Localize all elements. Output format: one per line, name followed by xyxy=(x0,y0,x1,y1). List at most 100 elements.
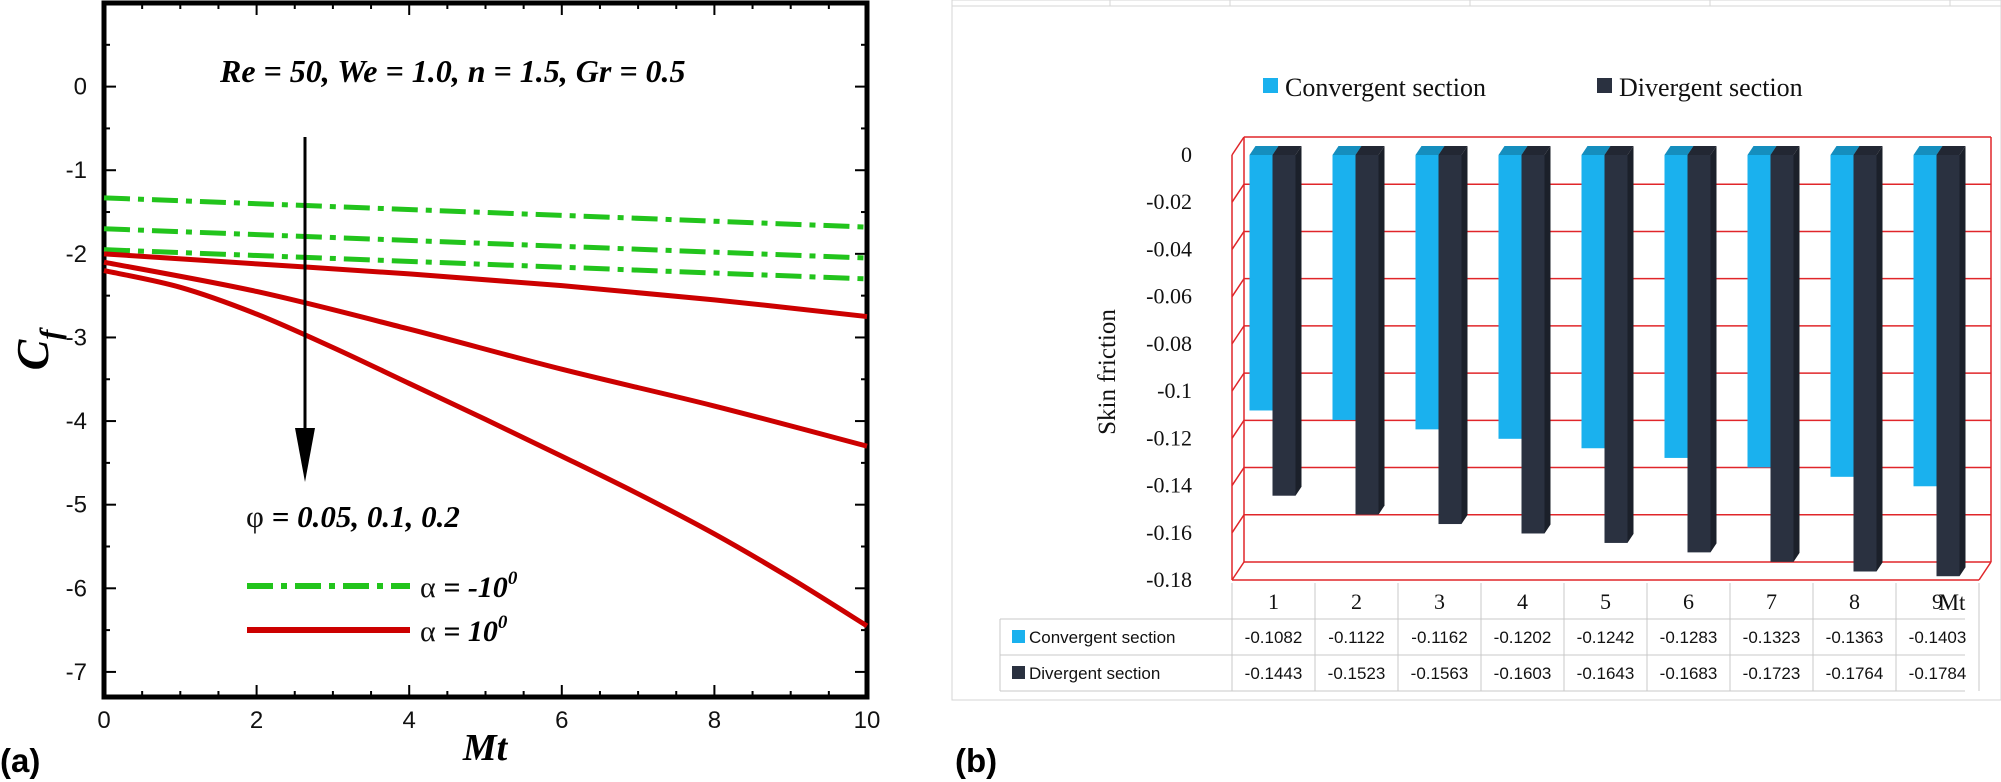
x-category-label: 1 xyxy=(1268,589,1279,614)
table-cell: -0.1723 xyxy=(1743,664,1801,683)
panel-a-params-annotation: Re = 50, We = 1.0, n = 1.5, Gr = 0.5 xyxy=(219,53,686,89)
x-category-label: 2 xyxy=(1351,589,1362,614)
y-tick-label: -0.18 xyxy=(1146,567,1192,592)
bar-face xyxy=(1913,155,1937,487)
bar-top xyxy=(1521,146,1551,155)
panel-b-ticks: 0 -0.02 -0.04 -0.06 -0.08 -0.1 -0.12 -0.14 -0.16… xyxy=(1146,142,1192,592)
y-tick-label: -1 xyxy=(66,157,87,184)
line-series-alpha-neg-2 xyxy=(103,226,868,261)
panel-b-y-axis-title: Skin friction xyxy=(1094,309,1121,435)
panel-a-series xyxy=(103,195,869,629)
bar-top xyxy=(1687,146,1717,155)
bar-face xyxy=(1830,155,1854,477)
bar-face xyxy=(1747,155,1771,468)
bar-side xyxy=(1710,146,1717,553)
legend-alpha-pos-symbol: α xyxy=(420,615,436,648)
bar-face xyxy=(1498,155,1522,439)
x-tick-label: 0 xyxy=(97,707,110,734)
bar-top xyxy=(1332,146,1362,155)
panel-a-phi-values: = 0.05, 0.1, 0.2 xyxy=(264,499,460,534)
table-cell: -0.1443 xyxy=(1245,664,1303,683)
legend-swatch-convergent xyxy=(1263,78,1278,93)
bar-top xyxy=(1913,146,1943,155)
legend-alpha-neg-symbol: α xyxy=(420,571,436,604)
bar-top xyxy=(1664,146,1694,155)
y-tick-label: -0.06 xyxy=(1146,284,1192,309)
line-series-alpha-neg-1 xyxy=(103,195,868,230)
bar-side xyxy=(1876,146,1883,572)
x-category-label: 9 xyxy=(1932,589,1943,614)
legend-alpha-pos-text: = 10 xyxy=(436,615,498,648)
table-cell: -0.1082 xyxy=(1245,628,1303,647)
table-cell: -0.1323 xyxy=(1743,628,1801,647)
bar-divergent-6 xyxy=(1687,146,1717,553)
bar-face xyxy=(1664,155,1688,458)
bar-top xyxy=(1853,146,1883,155)
x-category-label: 5 xyxy=(1600,589,1611,614)
bar-side xyxy=(1544,146,1551,534)
panel-a-arrow-head xyxy=(295,428,315,482)
panel-b-chart-area xyxy=(951,0,2001,701)
x-category-label: 8 xyxy=(1849,589,1860,614)
bar-top xyxy=(1581,146,1611,155)
legend-swatch-divergent xyxy=(1597,78,1612,93)
legend-alpha-neg-sup: 0 xyxy=(508,568,518,589)
bar-divergent-4 xyxy=(1521,146,1551,534)
legend-label-alpha-pos: α = 100 xyxy=(420,612,508,648)
table-cell: -0.1122 xyxy=(1328,628,1384,647)
legend-label-convergent: Convergent section xyxy=(1285,73,1486,102)
bar-top xyxy=(1830,146,1860,155)
bar-divergent-1 xyxy=(1272,146,1302,496)
bar-divergent-8 xyxy=(1853,146,1883,572)
panel-a-phi-symbol: φ xyxy=(246,499,264,534)
x-tick-label: 8 xyxy=(708,707,721,734)
table-cell: -0.1523 xyxy=(1328,664,1386,683)
bar-face xyxy=(1332,155,1356,420)
gridline-side xyxy=(1231,419,1245,439)
bar-face xyxy=(1272,155,1296,496)
gridline-side xyxy=(1231,514,1245,534)
bar-top xyxy=(1415,146,1445,155)
gridline-side xyxy=(1231,231,1245,250)
x-category-label: 3 xyxy=(1434,589,1445,614)
bar-side xyxy=(1627,146,1634,543)
table-cell: -0.1283 xyxy=(1660,628,1718,647)
table-cell: -0.1683 xyxy=(1660,664,1718,683)
bar-face xyxy=(1687,155,1711,553)
floor-right-edge xyxy=(1978,561,1992,581)
table-cell: -0.1784 xyxy=(1909,664,1967,683)
table-row-label: Convergent section xyxy=(1029,628,1175,647)
gridline-side xyxy=(1231,561,1245,581)
legend-label-divergent: Divergent section xyxy=(1619,73,1803,102)
table-cell: -0.1563 xyxy=(1411,664,1469,683)
panel-b-data-table: 1 2 3 4 5 6 7 8 9 Convergent section -0.1082 -0.112… xyxy=(999,583,1980,692)
bar-top xyxy=(1604,146,1634,155)
gridline-side xyxy=(1231,467,1245,486)
line-series-alpha-neg-3 xyxy=(103,247,868,282)
bar-face xyxy=(1249,155,1273,411)
y-tick-label: -4 xyxy=(66,408,87,435)
legend-alpha-pos-sup: 0 xyxy=(498,612,508,633)
bar-face xyxy=(1415,155,1439,430)
bar-top xyxy=(1747,146,1777,155)
table-cell: -0.1363 xyxy=(1826,628,1884,647)
spreadsheet-gridlines xyxy=(952,0,2001,7)
x-category-label: 7 xyxy=(1766,589,1777,614)
bar-face xyxy=(1936,155,1960,577)
y-tick-label: -6 xyxy=(66,575,87,602)
table-key-convergent xyxy=(1012,630,1025,643)
y-tick-label: -2 xyxy=(66,241,87,268)
y-tick-label: 0 xyxy=(74,74,87,101)
table-row-label: Divergent section xyxy=(1029,664,1160,683)
bar-top xyxy=(1249,146,1279,155)
table-cell: -0.1603 xyxy=(1494,664,1552,683)
panel-b-bars xyxy=(1249,146,1966,577)
table-cell: -0.1643 xyxy=(1577,664,1635,683)
y-tick-label: -0.08 xyxy=(1146,331,1192,356)
legend-label-alpha-neg: α = -100 xyxy=(420,568,518,604)
panel-a-y-axis-title: Cf xyxy=(7,327,67,371)
y-tick-label: -3 xyxy=(66,324,87,351)
bar-side xyxy=(1793,146,1800,562)
y-tick-label: -7 xyxy=(66,659,87,686)
bar-face xyxy=(1355,155,1379,515)
